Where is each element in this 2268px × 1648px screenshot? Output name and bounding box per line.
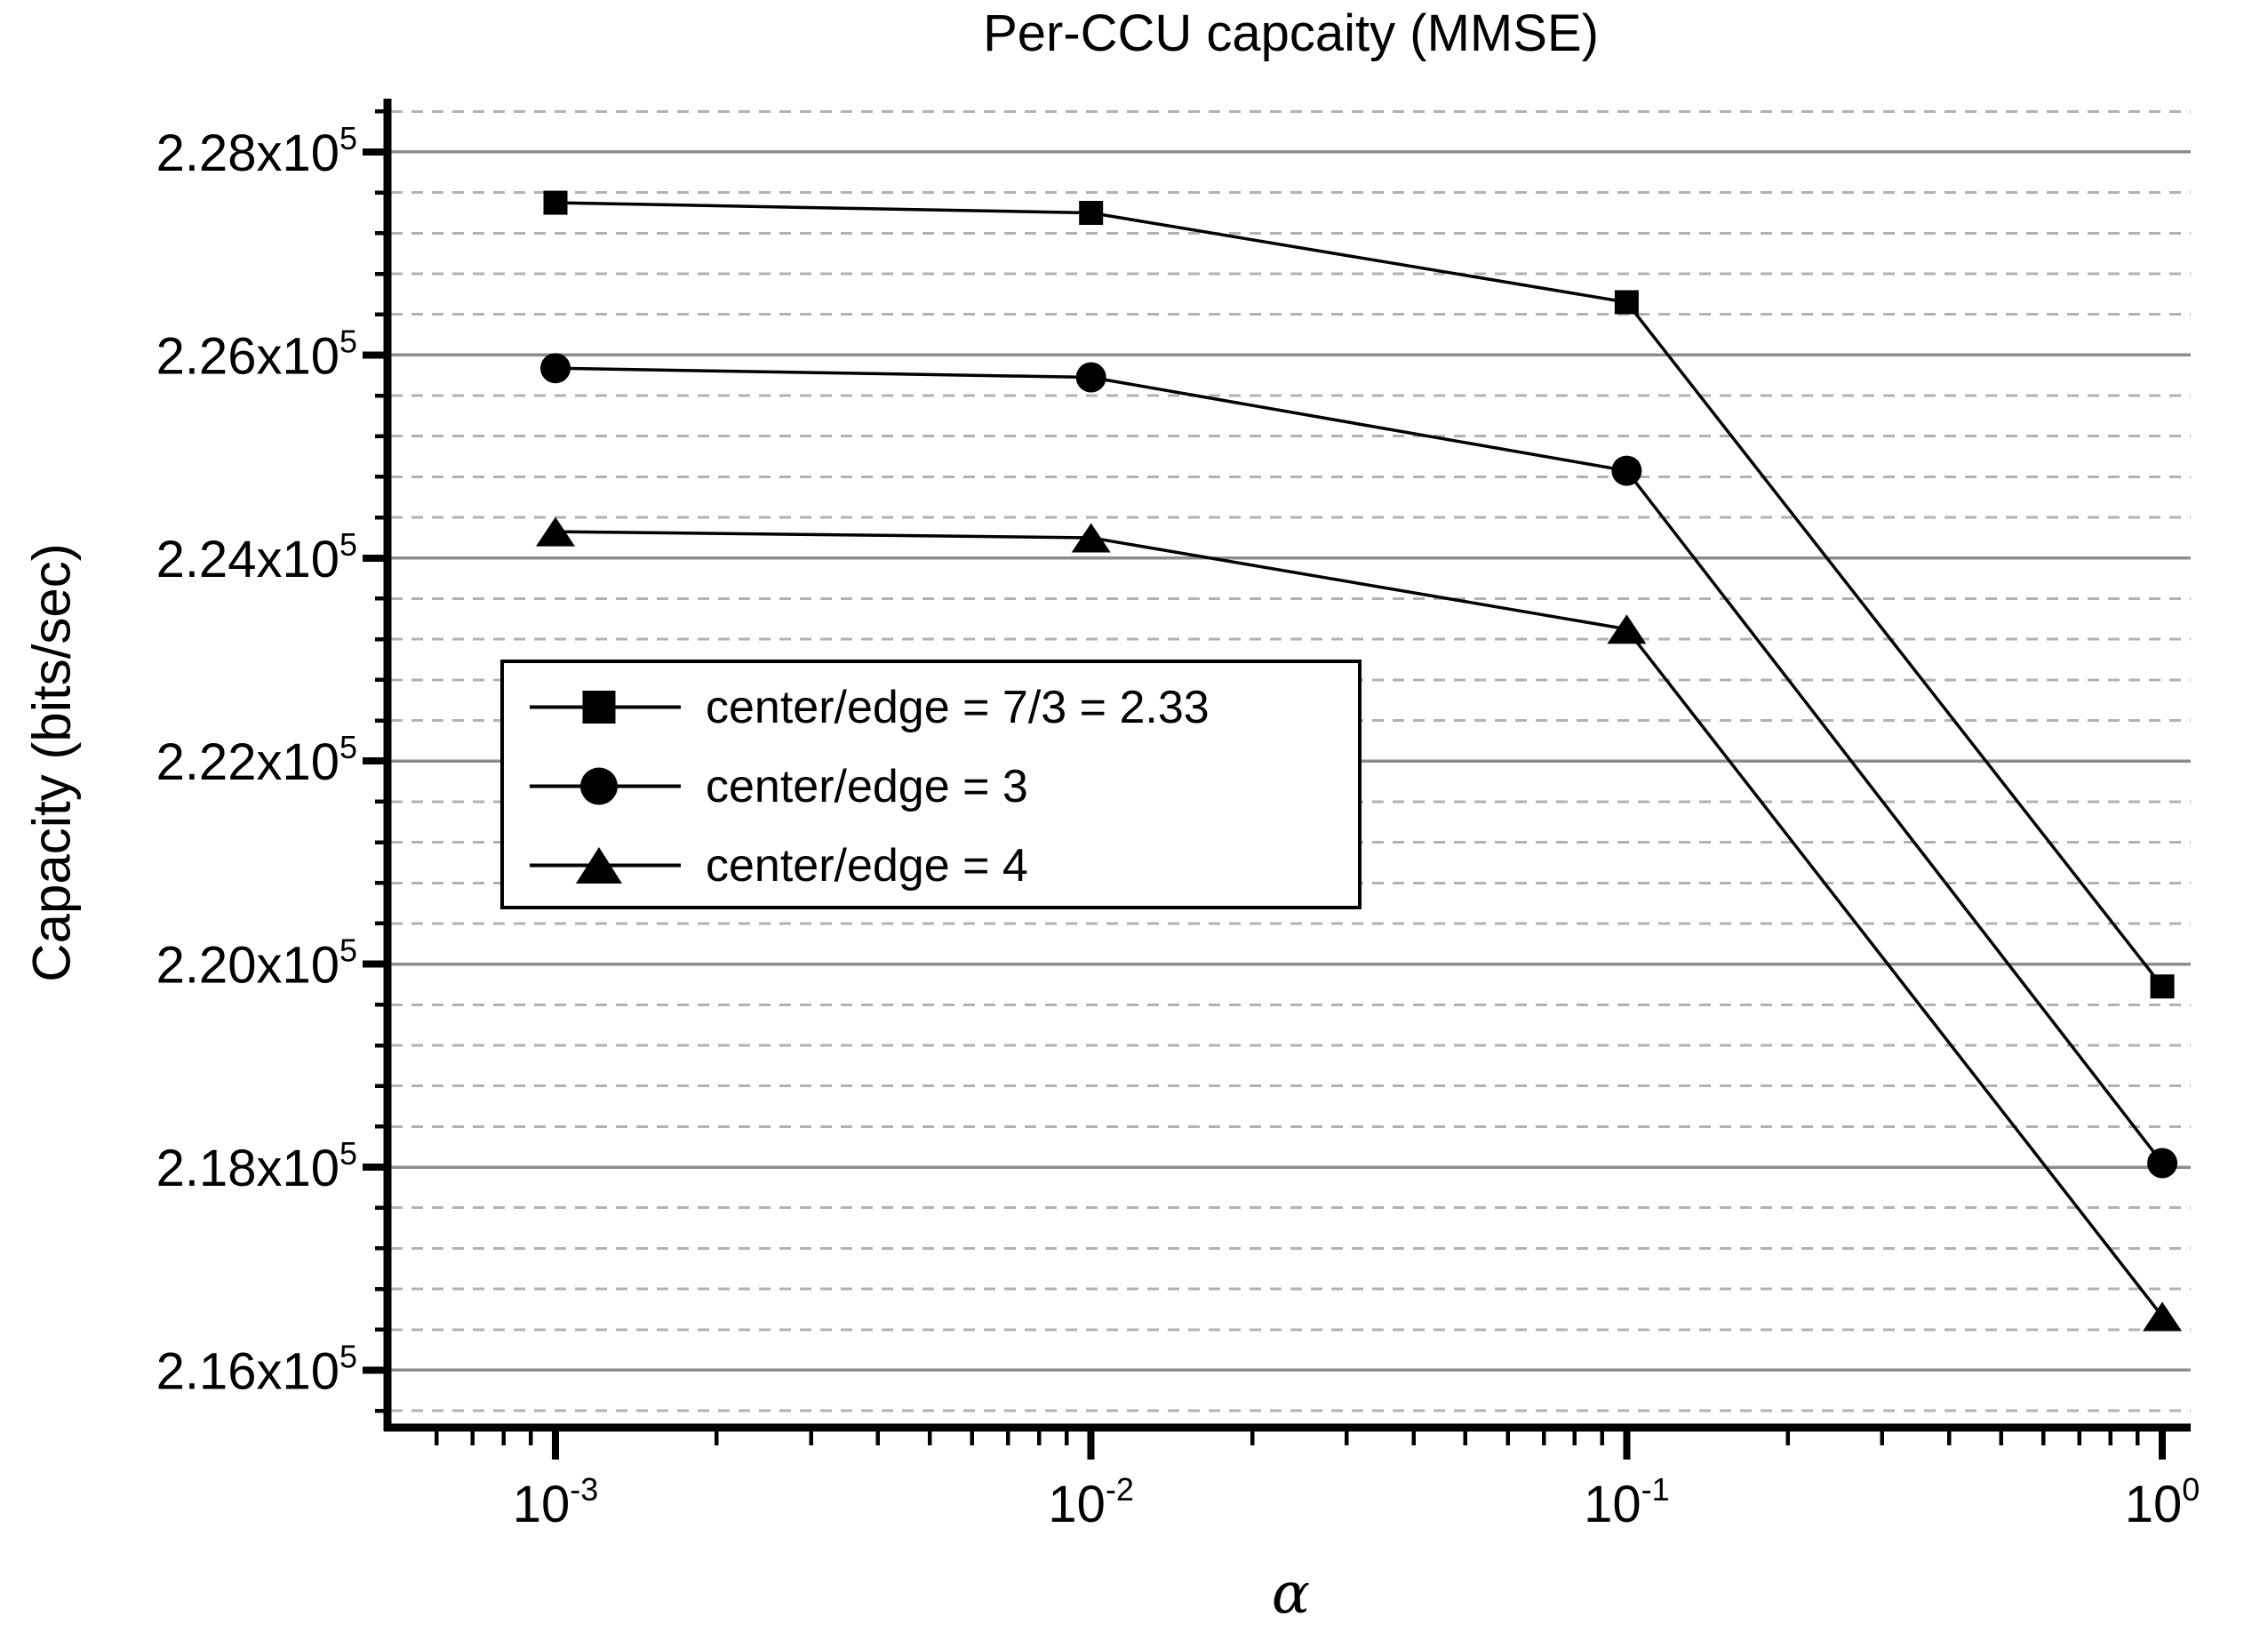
legend-marker-square	[530, 691, 681, 724]
series-marker-circle	[540, 353, 571, 384]
y-tick-label: 2.24x105	[156, 526, 357, 588]
series-marker-circle	[580, 767, 618, 805]
legend-marker-triangle	[530, 847, 681, 884]
series-marker-circle	[2147, 1148, 2178, 1179]
legend-item-label: center/edge = 4	[706, 839, 1028, 892]
y-tick-label: 2.16x105	[156, 1338, 357, 1400]
series-line	[555, 366, 2164, 1164]
series-marker-triangle	[536, 516, 576, 547]
y-tick-label: 2.18x105	[156, 1135, 357, 1197]
series-marker-square	[2150, 974, 2175, 999]
legend-marker-circle	[530, 767, 681, 805]
series-line	[555, 530, 2164, 1318]
x-tick-label: 10-1	[1584, 1471, 1670, 1533]
legend-item-label: center/edge = 3	[706, 760, 1028, 812]
y-tick-label: 2.22x105	[156, 729, 357, 791]
legend-item: center/edge = 4	[524, 826, 1358, 905]
y-tick-label: 2.20x105	[156, 932, 357, 995]
series-marker-triangle	[1607, 614, 1647, 644]
series-marker-triangle	[576, 847, 622, 884]
series-marker-square	[1079, 200, 1104, 225]
legend-item-label: center/edge = 7/3 = 2.33	[706, 681, 1210, 733]
y-axis-title: Capacity (bits/sec)	[21, 543, 82, 982]
series-marker-circle	[1075, 362, 1106, 393]
chart-title: Per-CCU capcaity (MMSE)	[983, 4, 1599, 62]
y-tick-label: 2.26x105	[156, 323, 357, 385]
legend-item: center/edge = 7/3 = 2.33	[524, 668, 1358, 747]
series-marker-triangle	[1071, 523, 1111, 553]
series-square	[543, 190, 2175, 999]
x-axis-title: α	[1271, 1561, 1311, 1627]
x-tick-label: 10-3	[513, 1471, 599, 1533]
series-circle	[540, 353, 2178, 1179]
series-marker-circle	[1611, 455, 1642, 486]
x-tick-label: 10-2	[1048, 1471, 1134, 1533]
legend: center/edge = 7/3 = 2.33 center/edge = 3 c…	[500, 660, 1362, 909]
series-marker-square	[1614, 290, 1639, 315]
series-line	[555, 201, 2164, 988]
series-marker-square	[543, 190, 568, 215]
series-marker-square	[582, 691, 616, 724]
series-marker-triangle	[2143, 1301, 2183, 1332]
x-tick-label: 100	[2125, 1471, 2200, 1533]
series-triangle	[536, 516, 2183, 1332]
y-tick-label: 2.28x105	[156, 120, 357, 182]
legend-item: center/edge = 3	[524, 747, 1358, 826]
